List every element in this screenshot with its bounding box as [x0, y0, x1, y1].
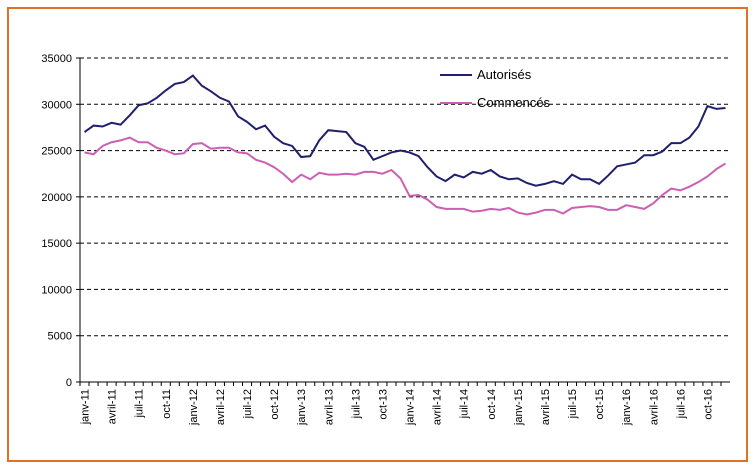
x-tick-label: juil-11: [134, 389, 146, 419]
y-tick-label: 20000: [41, 192, 72, 204]
x-tick-label: oct-15: [594, 389, 606, 420]
y-tick-label: 35000: [41, 53, 72, 65]
x-tick-label: oct-11: [161, 389, 173, 419]
x-tick-label: janv-12: [188, 389, 200, 426]
x-tick-label: avril-16: [648, 389, 660, 425]
y-tick-label: 25000: [41, 146, 72, 158]
x-tick-label: juil-15: [567, 389, 579, 419]
x-tick-label: oct-14: [486, 389, 498, 420]
y-tick-label: 15000: [41, 238, 72, 250]
x-tick-label: oct-16: [702, 389, 714, 420]
x-tick-label: juil-16: [675, 389, 687, 419]
series-line: [83, 74, 726, 187]
x-tick-label: janv-13: [296, 389, 308, 426]
x-tick-label: avril-14: [432, 389, 444, 425]
x-tick-label: oct-12: [269, 389, 281, 420]
x-tick-label: janv-11: [80, 389, 92, 425]
y-tick-label: 5000: [48, 331, 72, 343]
x-tick-label: avril-11: [107, 389, 119, 424]
y-tick-label: 0: [66, 377, 72, 389]
x-tick-label: janv-15: [513, 389, 525, 426]
y-tick-label: 10000: [41, 284, 72, 296]
x-tick-label: oct-13: [377, 389, 389, 420]
series-line: [84, 136, 727, 216]
x-tick-label: juil-14: [459, 389, 471, 419]
x-tick-label: juil-12: [242, 389, 254, 419]
x-tick-label: janv-16: [621, 389, 633, 426]
y-tick-label: 30000: [41, 99, 72, 111]
x-tick-label: avril-15: [540, 389, 552, 425]
x-tick-label: avril-13: [323, 389, 335, 425]
legend-label: Commencés: [477, 95, 550, 110]
x-tick-label: avril-12: [215, 389, 227, 425]
legend-label: Autorisés: [477, 67, 532, 82]
x-tick-label: janv-14: [405, 389, 417, 426]
x-tick-label: juil-13: [350, 389, 362, 419]
